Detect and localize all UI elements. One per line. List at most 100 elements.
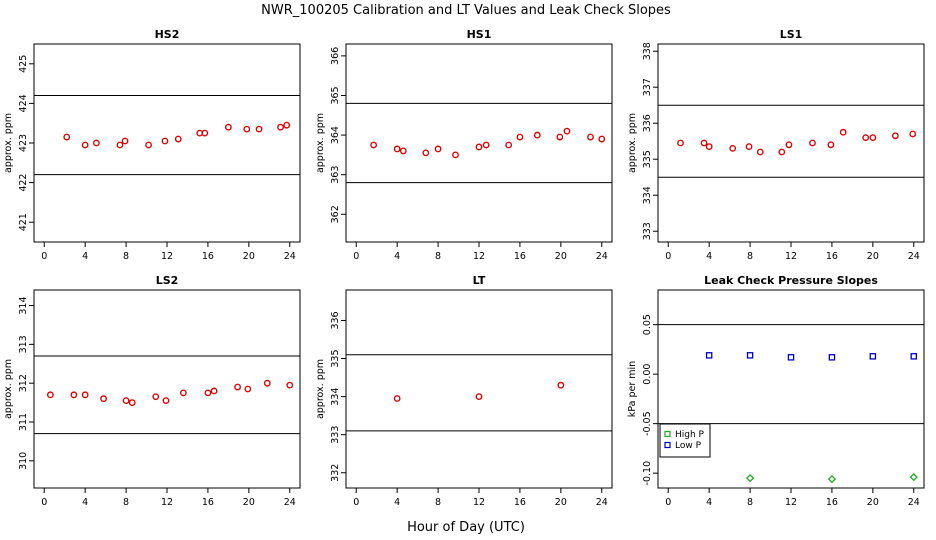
data-point-low-p <box>869 353 877 360</box>
data-point <box>475 143 483 151</box>
data-point <box>598 135 606 143</box>
y-tick-label: 364 <box>330 126 341 144</box>
data-point-high-p <box>827 474 837 484</box>
y-tick-label: 425 <box>18 55 29 73</box>
data-point <box>152 393 160 401</box>
chart-panel-2: HS1 0 4 8 12 16 20 24 362 363 364 365 366 approx. ppm <box>315 28 613 262</box>
x-tick-label: 4 <box>394 497 400 508</box>
figure-title: NWR_100205 Calibration and LT Values and… <box>261 3 671 18</box>
data-point <box>81 391 89 399</box>
y-tick-label: 421 <box>18 213 29 231</box>
data-point <box>201 129 209 137</box>
plot-frame <box>345 43 613 243</box>
panel-title: LS2 <box>156 274 179 287</box>
x-tick-label: 24 <box>284 251 296 262</box>
x-tick-label: 8 <box>123 251 129 262</box>
x-tick-label: 8 <box>123 497 129 508</box>
data-point <box>785 141 793 149</box>
plot-frame <box>345 289 613 489</box>
data-point <box>452 151 459 159</box>
data-point <box>81 141 89 149</box>
data-point <box>505 141 513 149</box>
x-tick-label: 24 <box>908 251 920 262</box>
legend-entry: High P <box>675 430 705 440</box>
x-tick-label: 0 <box>41 251 47 262</box>
y-tick-label: 334 <box>642 186 653 204</box>
data-point <box>179 389 187 397</box>
legend-swatch <box>664 430 671 438</box>
x-tick-label: 12 <box>785 251 797 262</box>
x-tick-label: 12 <box>161 251 173 262</box>
y-tick-label: 333 <box>642 222 653 240</box>
data-point <box>224 123 232 131</box>
x-tick-label: 0 <box>665 497 671 508</box>
y-tick-label: 422 <box>18 174 29 192</box>
x-tick-label: 20 <box>555 497 567 508</box>
y-tick-label: 311 <box>18 413 29 431</box>
y-tick-label: 312 <box>18 374 29 392</box>
y-tick-label: -0.05 <box>642 411 653 436</box>
x-tick-label: 20 <box>867 251 879 262</box>
panel-title: LT <box>473 274 486 287</box>
chart-panel-5: LT 0 4 8 12 16 20 24 332 333 334 335 336 approx. ppm <box>315 274 613 508</box>
data-point <box>122 397 130 405</box>
data-point-low-p <box>705 352 713 359</box>
y-tick-label: 363 <box>330 166 341 184</box>
y-axis-label: kPa per min <box>627 361 638 417</box>
data-point <box>244 385 252 393</box>
y-axis-label: approx. ppm <box>315 359 326 419</box>
x-tick-label: 24 <box>596 251 608 262</box>
data-point <box>422 149 430 157</box>
x-tick-label: 20 <box>243 251 255 262</box>
x-tick-label: 4 <box>706 497 712 508</box>
y-tick-label: 365 <box>330 86 341 104</box>
data-point <box>809 139 816 147</box>
panel-title: HS2 <box>155 28 180 41</box>
data-point <box>557 381 565 389</box>
chart-panel-6: Leak Check Pressure Slopes 0 4 8 12 16 20 24 -0.… <box>627 274 925 508</box>
x-tick-label: 4 <box>706 251 712 262</box>
y-tick-label: 366 <box>330 47 341 65</box>
data-point <box>46 391 54 399</box>
data-point <box>277 123 284 131</box>
data-point <box>255 125 263 133</box>
data-point <box>174 135 182 143</box>
y-tick-label: 334 <box>330 388 341 406</box>
x-tick-label: 4 <box>82 251 88 262</box>
data-point <box>434 145 442 153</box>
data-point <box>729 144 737 152</box>
data-point <box>393 395 401 402</box>
data-point <box>263 379 271 387</box>
y-tick-label: -0.10 <box>642 461 653 486</box>
x-axis-label: Hour of Day (UTC) <box>407 520 525 535</box>
chart-panel-4: LS2 0 4 8 12 16 20 24 310 311 312 313 314 approx. ppm <box>3 274 301 508</box>
plot-frame <box>33 289 301 489</box>
panel-title: HS1 <box>467 28 492 41</box>
data-point <box>516 133 524 141</box>
x-tick-label: 16 <box>202 497 214 508</box>
data-point <box>370 141 378 149</box>
data-point <box>482 141 490 149</box>
panel-title: Leak Check Pressure Slopes <box>704 274 878 287</box>
data-point <box>93 139 100 147</box>
y-tick-label: 338 <box>642 42 653 60</box>
y-tick-label: 310 <box>18 452 29 470</box>
data-point <box>587 133 594 141</box>
y-tick-label: 0.00 <box>642 364 653 385</box>
x-tick-label: 12 <box>161 497 173 508</box>
x-tick-label: 4 <box>82 497 88 508</box>
y-tick-label: 335 <box>330 349 341 367</box>
data-point <box>745 143 753 151</box>
data-point <box>891 132 899 140</box>
y-tick-label: 332 <box>330 464 341 482</box>
data-point <box>204 389 212 397</box>
data-point <box>909 130 917 138</box>
data-point <box>677 139 684 147</box>
x-tick-label: 0 <box>41 497 47 508</box>
x-tick-label: 20 <box>243 497 255 508</box>
y-tick-label: 333 <box>330 426 341 444</box>
data-point-low-p <box>787 354 795 361</box>
y-tick-label: 336 <box>642 114 653 132</box>
